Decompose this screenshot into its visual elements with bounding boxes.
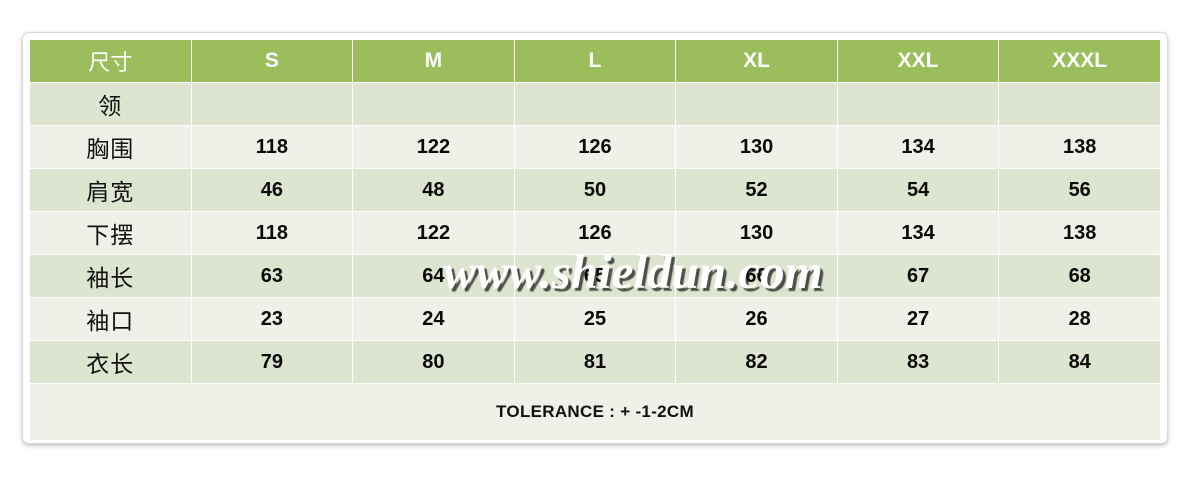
cell-xiuchang-l: 65 — [513, 254, 677, 298]
cell-yichang-m: 80 — [352, 340, 515, 384]
cell-jiankuan-m: 48 — [352, 168, 515, 212]
table-row: 衣长 79 80 81 82 83 84 — [29, 340, 1161, 384]
row-label-xiabai: 下摆 — [29, 211, 192, 255]
row-label-ling: 领 — [29, 82, 192, 126]
cell-xiuchang-s: 63 — [190, 254, 354, 298]
table-row: 肩宽 46 48 50 52 54 56 — [29, 168, 1161, 212]
cell-xiabai-xxxl: 138 — [998, 211, 1161, 255]
table-row: 袖口 23 24 25 26 27 28 — [29, 297, 1161, 341]
cell-xiuchang-xxxl: 68 — [998, 254, 1161, 298]
cell-xiukou-xxxl: 28 — [998, 297, 1161, 341]
cell-xiongwei-s: 118 — [190, 125, 354, 169]
cell-ling-m — [352, 82, 515, 126]
row-label-yichang: 衣长 — [29, 340, 192, 384]
header-cell-size-xxxl: XXXL — [998, 39, 1161, 83]
cell-yichang-l: 81 — [513, 340, 677, 384]
header-cell-size-m: M — [352, 39, 515, 83]
tolerance-row: TOLERANCE : + -1-2CM — [29, 383, 1161, 441]
cell-jiankuan-xl: 52 — [675, 168, 838, 212]
table-row: 胸围 118 122 126 130 134 138 — [29, 125, 1161, 169]
cell-jiankuan-xxxl: 56 — [998, 168, 1161, 212]
cell-xiongwei-m: 122 — [352, 125, 515, 169]
cell-xiukou-xl: 26 — [675, 297, 838, 341]
table-row: 下摆 118 122 126 130 134 138 — [29, 211, 1161, 255]
cell-jiankuan-l: 50 — [513, 168, 677, 212]
cell-xiukou-m: 24 — [352, 297, 515, 341]
table-header: 尺寸 S M L XL XXL XXXL — [29, 39, 1161, 83]
cell-xiabai-xl: 130 — [675, 211, 838, 255]
tolerance-note: TOLERANCE : + -1-2CM — [29, 383, 1161, 441]
cell-ling-s — [190, 82, 354, 126]
cell-xiongwei-xl: 130 — [675, 125, 838, 169]
row-label-xiongwei: 胸围 — [29, 125, 192, 169]
cell-xiabai-xxl: 134 — [836, 211, 1000, 255]
cell-xiuchang-m: 64 — [352, 254, 515, 298]
header-cell-size-xl: XL — [675, 39, 838, 83]
cell-yichang-xxxl: 84 — [998, 340, 1161, 384]
cell-xiongwei-xxl: 134 — [836, 125, 1000, 169]
cell-yichang-s: 79 — [190, 340, 354, 384]
cell-ling-xl — [675, 82, 838, 126]
cell-xiabai-l: 126 — [513, 211, 677, 255]
header-cell-size-s: S — [190, 39, 354, 83]
size-chart-panel: 尺寸 S M L XL XXL XXXL 领 胸围 118 — [22, 32, 1168, 444]
cell-xiuchang-xxl: 67 — [836, 254, 1000, 298]
cell-xiuchang-xl: 66 — [675, 254, 838, 298]
header-row: 尺寸 S M L XL XXL XXXL — [29, 39, 1161, 83]
cell-ling-xxxl — [998, 82, 1161, 126]
cell-xiabai-m: 122 — [352, 211, 515, 255]
row-label-xiukou: 袖口 — [29, 297, 192, 341]
cell-jiankuan-xxl: 54 — [836, 168, 1000, 212]
cell-xiukou-l: 25 — [513, 297, 677, 341]
table-row: 袖长 63 64 65 66 67 68 — [29, 254, 1161, 298]
cell-ling-xxl — [836, 82, 1000, 126]
cell-yichang-xl: 82 — [675, 340, 838, 384]
cell-xiabai-s: 118 — [190, 211, 354, 255]
table-row: 领 — [29, 82, 1161, 126]
cell-xiukou-s: 23 — [190, 297, 354, 341]
cell-xiongwei-xxxl: 138 — [998, 125, 1161, 169]
row-label-xiuchang: 袖长 — [29, 254, 192, 298]
table-body: 领 胸围 118 122 126 130 134 138 肩宽 46 4 — [29, 82, 1161, 441]
cell-yichang-xxl: 83 — [836, 340, 1000, 384]
cell-jiankuan-s: 46 — [190, 168, 354, 212]
row-label-jiankuan: 肩宽 — [29, 168, 192, 212]
header-cell-size-l: L — [513, 39, 677, 83]
cell-xiukou-xxl: 27 — [836, 297, 1000, 341]
cell-xiongwei-l: 126 — [513, 125, 677, 169]
header-cell-size-xxl: XXL — [836, 39, 1000, 83]
cell-ling-l — [513, 82, 677, 126]
header-cell-label: 尺寸 — [29, 39, 192, 83]
size-chart-table: 尺寸 S M L XL XXL XXXL 领 胸围 118 — [29, 39, 1161, 441]
